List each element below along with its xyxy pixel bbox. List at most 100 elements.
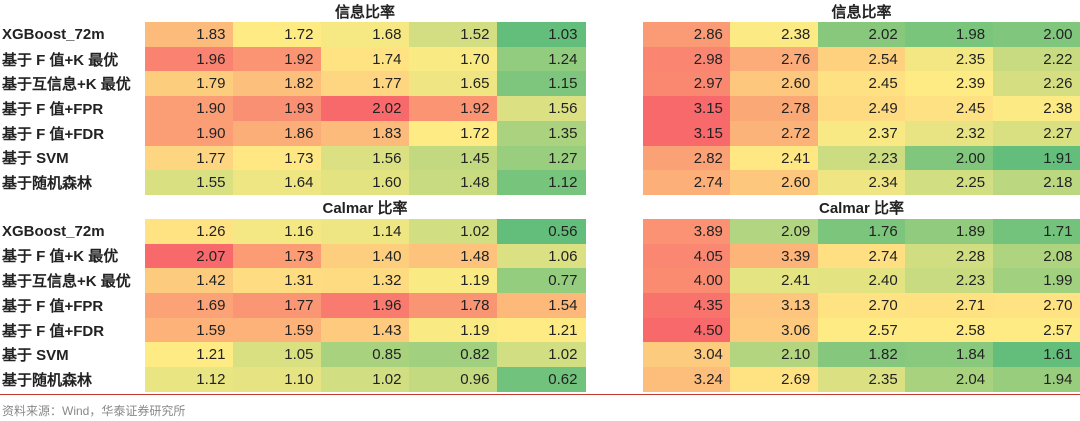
table-cell: 3.15	[643, 120, 731, 146]
section-title: Calmar 比率	[322, 200, 408, 218]
table-cell: 1.10	[233, 367, 322, 393]
table-cell: 1.96	[321, 293, 410, 319]
table-cell: 4.50	[643, 317, 731, 343]
table-cell: 1.89	[905, 218, 994, 245]
table-cell: 2.41	[730, 268, 819, 294]
table-cell: 1.73	[233, 243, 322, 269]
row-label: 基于 F 值+FDR	[2, 322, 105, 340]
table-cell: 1.43	[321, 317, 410, 343]
table-cell: 1.83	[145, 22, 234, 48]
table-cell: 1.48	[409, 170, 498, 196]
table-cell: 2.57	[992, 317, 1080, 343]
table-cell: 2.39	[905, 71, 994, 97]
table-cell: 1.05	[233, 342, 322, 368]
table-cell: 1.12	[145, 367, 234, 393]
row-label: 基于 F 值+FPR	[2, 297, 104, 315]
table-cell: 2.71	[905, 293, 994, 319]
row-label: 基于互信息+K 最优	[2, 273, 131, 291]
table-cell: 2.35	[817, 367, 906, 393]
table-cell: 2.26	[992, 71, 1080, 97]
table-cell: 2.32	[905, 120, 994, 146]
table-cell: 2.60	[730, 71, 819, 97]
table-cell: 1.70	[409, 46, 498, 72]
table-cell: 2.18	[992, 170, 1080, 196]
table-cell: 1.92	[233, 46, 322, 72]
table-cell: 1.06	[497, 243, 586, 269]
table-cell: 3.06	[730, 317, 819, 343]
table-cell: 2.70	[992, 293, 1080, 319]
table-cell: 2.82	[643, 145, 731, 171]
table-cell: 1.32	[321, 268, 410, 294]
table-cell: 2.98	[643, 46, 731, 72]
table-cell: 2.97	[643, 71, 731, 97]
table-cell: 1.59	[145, 317, 234, 343]
table-cell: 2.28	[905, 243, 994, 269]
table-cell: 2.10	[730, 342, 819, 368]
divider	[0, 394, 1080, 395]
table-cell: 1.93	[233, 96, 322, 122]
table-cell: 1.64	[233, 170, 322, 196]
row-label: 基于 SVM	[2, 347, 69, 365]
table-cell: 2.78	[730, 96, 819, 122]
table-cell: 2.76	[730, 46, 819, 72]
table-cell: 2.34	[817, 170, 906, 196]
table-cell: 3.89	[643, 218, 731, 245]
table-cell: 1.69	[145, 293, 234, 319]
table-cell: 1.12	[497, 170, 586, 196]
table-cell: 1.72	[233, 22, 322, 48]
table-cell: 2.45	[817, 71, 906, 97]
table-cell: 1.90	[145, 96, 234, 122]
table-cell: 0.62	[497, 367, 586, 393]
table-cell: 1.82	[233, 71, 322, 97]
table-cell: 2.00	[992, 22, 1080, 48]
table-cell: 0.56	[497, 218, 586, 245]
table-cell: 1.35	[497, 120, 586, 146]
row-label: 基于随机森林	[2, 175, 93, 193]
table-cell: 1.52	[409, 22, 498, 48]
table-cell: 1.99	[992, 268, 1080, 294]
table-cell: 1.56	[497, 96, 586, 122]
table-cell: 1.73	[233, 145, 322, 171]
table-cell: 1.54	[497, 293, 586, 319]
table-cell: 1.77	[145, 145, 234, 171]
table-cell: 1.79	[145, 71, 234, 97]
table-cell: 1.74	[321, 46, 410, 72]
table-cell: 0.82	[409, 342, 498, 368]
row-label: XGBoost_72m	[2, 222, 105, 240]
table-cell: 1.40	[321, 243, 410, 269]
table-cell: 4.00	[643, 268, 731, 294]
row-label: 基于随机森林	[2, 371, 93, 389]
row-label: 基于 F 值+K 最优	[2, 248, 119, 266]
row-label: XGBoost_72m	[2, 25, 105, 43]
table-cell: 2.23	[817, 145, 906, 171]
table-cell: 1.19	[409, 268, 498, 294]
table-cell: 2.54	[817, 46, 906, 72]
row-label: 基于 F 值+FDR	[2, 125, 105, 143]
table-cell: 2.60	[730, 170, 819, 196]
table-cell: 2.02	[321, 96, 410, 122]
table-cell: 1.96	[145, 46, 234, 72]
table-cell: 1.21	[145, 342, 234, 368]
table-cell: 1.42	[145, 268, 234, 294]
table-cell: 2.07	[145, 243, 234, 269]
table-cell: 1.76	[817, 218, 906, 245]
table-cell: 2.45	[905, 96, 994, 122]
table-cell: 1.31	[233, 268, 322, 294]
table-cell: 1.02	[497, 342, 586, 368]
table-cell: 1.02	[321, 367, 410, 393]
table-cell: 2.58	[905, 317, 994, 343]
table-cell: 1.14	[321, 218, 410, 245]
table-cell: 1.27	[497, 145, 586, 171]
row-label: 基于互信息+K 最优	[2, 76, 131, 94]
table-cell: 2.41	[730, 145, 819, 171]
table-cell: 1.61	[992, 342, 1080, 368]
table-cell: 2.08	[992, 243, 1080, 269]
table-cell: 3.04	[643, 342, 731, 368]
table-cell: 1.55	[145, 170, 234, 196]
table-cell: 2.86	[643, 22, 731, 48]
table-cell: 3.24	[643, 367, 731, 393]
source-note: 资料来源：Wind，华泰证券研究所	[2, 404, 186, 418]
table-cell: 1.60	[321, 170, 410, 196]
table-cell: 1.15	[497, 71, 586, 97]
section-title: Calmar 比率	[818, 200, 905, 218]
